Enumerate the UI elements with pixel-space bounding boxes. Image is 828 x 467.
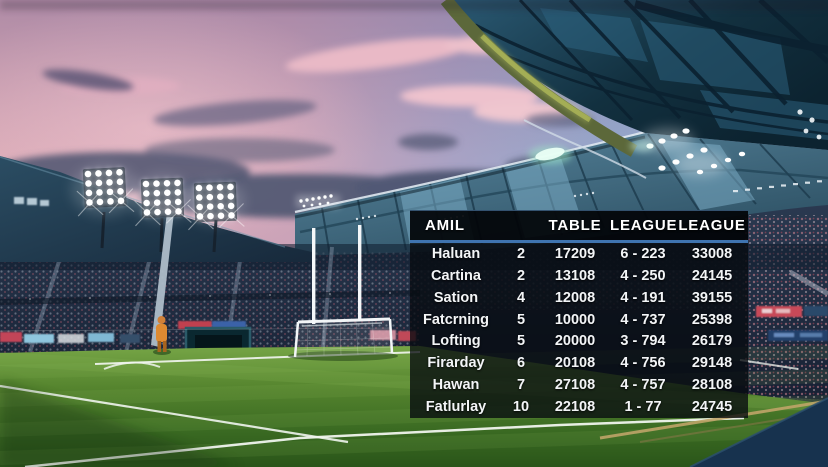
team-rank: 2 [516, 267, 526, 284]
player-figure [153, 316, 171, 355]
team-rank: 4 [516, 289, 526, 306]
team-league-value: 4 - 757 [620, 377, 666, 394]
floodlights [71, 164, 245, 347]
team-table-value: 22108 [554, 399, 596, 416]
team-league-value: 3 - 794 [620, 333, 666, 350]
team-table-value: 13108 [554, 267, 596, 284]
team-rank: 6 [516, 355, 526, 372]
track-edge-line [599, 399, 828, 440]
team-league-value: 1 - 77 [624, 399, 662, 416]
team-name: Fatcrning [422, 311, 490, 328]
team-league2-value: 26179 [691, 333, 733, 350]
team-league2-value: 24745 [691, 399, 733, 416]
team-league-value: 4 - 191 [620, 289, 666, 306]
scoreboard-glow [528, 146, 572, 164]
team-name: Lofting [431, 333, 481, 350]
team-rank: 5 [516, 311, 526, 328]
league-table-body: Haluan 2 17209 6 - 223 33008 Cartina 2 1… [410, 243, 748, 418]
team-league2-value: 28108 [691, 377, 733, 394]
team-table-value: 17209 [554, 245, 596, 262]
column-header-table: TABLE [548, 217, 602, 234]
table-row: Cartina 2 13108 4 - 250 24145 [410, 265, 748, 287]
floodlight-pylon [151, 212, 174, 347]
team-table-value: 20108 [554, 355, 596, 372]
team-rank: 10 [512, 399, 530, 416]
team-rank: 2 [516, 245, 526, 262]
roof-canopy [440, 0, 828, 193]
roof-trim [440, 0, 647, 179]
table-row: Firarday 6 20108 4 - 756 29148 [410, 352, 748, 374]
team-league2-value: 33008 [691, 245, 733, 262]
column-header-team: AMIL [425, 217, 465, 234]
team-league-value: 4 - 756 [620, 355, 666, 372]
team-league-value: 4 - 250 [620, 267, 666, 284]
team-name: Cartina [431, 267, 481, 284]
goal-post [358, 225, 362, 321]
team-league2-value: 39155 [691, 289, 733, 306]
goal [0, 225, 398, 361]
table-row: Lofting 5 20000 3 - 794 26179 [410, 331, 748, 353]
team-name: Sation [433, 289, 479, 306]
team-table-value: 12008 [554, 289, 596, 306]
column-header-league1: LEAGUE [610, 217, 678, 234]
team-table-value: 10000 [554, 311, 596, 328]
team-league2-value: 25398 [691, 311, 733, 328]
team-rank: 7 [516, 377, 526, 394]
team-name: Hawan [432, 377, 480, 394]
team-name: Haluan [431, 245, 481, 262]
team-league-value: 6 - 223 [620, 245, 666, 262]
team-table-value: 20000 [554, 333, 596, 350]
team-league2-value: 24145 [691, 267, 733, 284]
team-league-value: 4 - 737 [620, 311, 666, 328]
table-row: Hawan 7 27108 4 - 757 28108 [410, 374, 748, 396]
team-league2-value: 29148 [691, 355, 733, 372]
league-table-header: AMIL TABLE LEAGUE LEAGUE [410, 210, 748, 243]
team-name: Firarday [427, 355, 485, 372]
table-row: Haluan 2 17209 6 - 223 33008 [410, 243, 748, 265]
table-row: Fatlurlay 10 22108 1 - 77 24745 [410, 396, 748, 418]
table-row: Fatcrning 5 10000 4 - 737 25398 [410, 309, 748, 331]
team-rank: 5 [516, 333, 526, 350]
goal-post [312, 228, 316, 324]
roof-lights [630, 109, 822, 193]
table-row: Sation 4 12008 4 - 191 39155 [410, 287, 748, 309]
ad-boards [0, 306, 828, 343]
league-table-panel: AMIL TABLE LEAGUE LEAGUE Haluan 2 17209 … [410, 210, 748, 418]
column-header-league2: LEAGUE [678, 217, 746, 234]
team-name: Fatlurlay [425, 399, 487, 416]
team-table-value: 27108 [554, 377, 596, 394]
